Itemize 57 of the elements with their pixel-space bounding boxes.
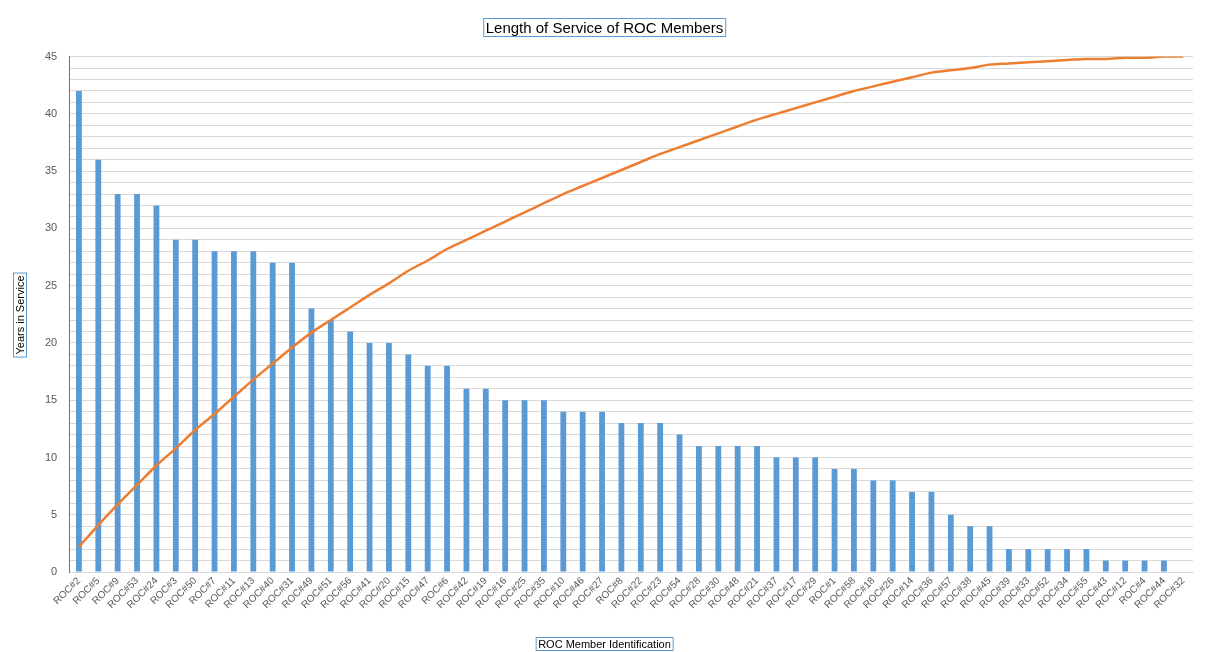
bar — [172, 239, 179, 572]
y-axis-title: Years in Service — [13, 272, 27, 358]
bar — [812, 457, 819, 572]
bar — [502, 400, 509, 572]
bar — [134, 194, 140, 572]
bar — [76, 90, 82, 572]
bar — [579, 411, 586, 572]
bar — [851, 468, 857, 572]
line-series — [77, 56, 1185, 549]
bar — [424, 365, 431, 572]
y-tick-label: 10 — [44, 450, 58, 463]
bar — [1044, 549, 1051, 572]
bar — [947, 514, 954, 572]
y-tick-label: 30 — [44, 221, 58, 234]
bar — [1161, 560, 1167, 572]
bar — [637, 423, 644, 572]
y-tick-label: 5 — [51, 507, 58, 520]
bar — [444, 365, 450, 572]
x-axis-title: ROC Member Identification — [535, 637, 674, 651]
bar — [754, 446, 760, 572]
bar — [599, 411, 605, 572]
bar — [1006, 549, 1012, 572]
bar — [269, 262, 276, 572]
bar — [289, 262, 295, 572]
bar — [967, 526, 974, 572]
bar — [870, 480, 877, 572]
y-tick-label: 25 — [44, 278, 58, 291]
bar — [1064, 549, 1070, 572]
y-tick-label: 0 — [51, 565, 58, 578]
y-tick-label: 45 — [44, 49, 58, 62]
bar — [657, 423, 664, 572]
bar — [792, 457, 799, 572]
y-tick-label: 40 — [44, 106, 58, 119]
bar — [1102, 560, 1109, 572]
bar — [715, 446, 722, 572]
bar — [327, 320, 334, 572]
bar — [696, 446, 702, 572]
bar — [909, 491, 915, 572]
chart-title: Length of Service of ROC Members — [482, 18, 727, 37]
y-tick-label: 20 — [44, 335, 58, 348]
bar — [405, 354, 412, 572]
bar — [734, 446, 741, 572]
bar — [386, 342, 392, 572]
bar — [1025, 549, 1032, 572]
bar — [95, 159, 102, 572]
bar — [560, 411, 567, 572]
bar — [114, 194, 121, 572]
bar — [250, 251, 257, 572]
bar — [347, 331, 354, 572]
bar — [192, 239, 199, 572]
y-tick-label: 15 — [44, 393, 58, 406]
bar — [231, 251, 237, 572]
bar — [541, 400, 547, 572]
y-tick-label: 35 — [44, 164, 58, 177]
bar — [1122, 560, 1129, 572]
bar — [482, 388, 489, 572]
bar — [889, 480, 896, 572]
